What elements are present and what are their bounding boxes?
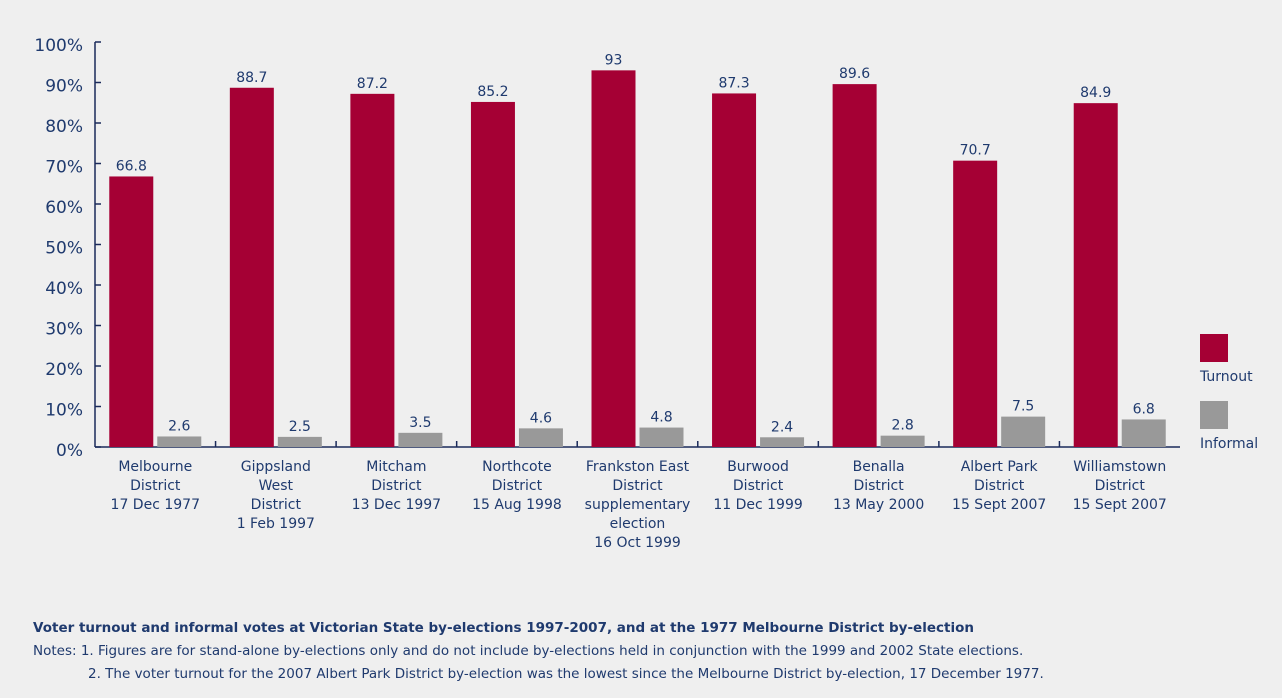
x-tick-label-line: District xyxy=(251,497,302,513)
caption: Voter turnout and informal votes at Vict… xyxy=(33,620,974,636)
x-tick-label-line: Northcote xyxy=(482,459,552,475)
bar xyxy=(712,93,757,447)
x-tick-label-line: 15 Sept 2007 xyxy=(952,497,1046,513)
note: Notes: 1. Figures are for stand-alone by… xyxy=(33,643,1023,659)
x-tick-label-line: 16 Oct 1999 xyxy=(594,535,681,551)
y-tick-label: 40% xyxy=(45,279,83,299)
bar xyxy=(398,432,443,447)
value-label: 2.4 xyxy=(771,419,793,435)
x-tick-label-line: West xyxy=(259,478,294,494)
x-tick-label: Mitcham District 13 Dec 1997 xyxy=(352,459,441,513)
value-label: 70.7 xyxy=(960,143,991,159)
value-label: 4.8 xyxy=(650,410,672,426)
bar xyxy=(1121,419,1166,447)
x-tick-label-line: Benalla xyxy=(853,459,905,475)
bar xyxy=(953,160,998,448)
x-tick-label-line: District xyxy=(492,478,543,494)
x-tick-label-line: Albert Park xyxy=(961,459,1039,475)
bar xyxy=(880,435,925,447)
bar xyxy=(1073,103,1118,447)
bar xyxy=(470,101,515,447)
note: 2. The voter turnout for the 2007 Albert… xyxy=(88,666,1044,682)
legend-label: Informal xyxy=(1200,436,1258,452)
x-tick-label: Frankston East District supplementary elect… xyxy=(585,459,691,551)
x-tick-label-line: 17 Dec 1977 xyxy=(111,497,200,513)
x-tick-label-line: 15 Sept 2007 xyxy=(1073,497,1167,513)
legend-swatch xyxy=(1200,334,1228,362)
y-tick-label: 10% xyxy=(45,401,83,421)
x-tick-label-line: Mitcham xyxy=(366,459,426,475)
x-tick-label-line: 15 Aug 1998 xyxy=(472,497,562,513)
x-tick-label: Burwood District 11 Dec 1999 xyxy=(713,459,802,513)
y-tick-label: 90% xyxy=(45,77,83,97)
y-tick-label: 80% xyxy=(45,117,83,137)
value-label: 3.5 xyxy=(409,415,431,431)
bar xyxy=(229,87,274,447)
bar xyxy=(591,70,636,447)
x-tick-label: Benalla District 13 May 2000 xyxy=(833,459,924,513)
x-tick-label-line: District xyxy=(733,478,784,494)
x-tick-label-line: District xyxy=(1095,478,1146,494)
value-label: 93 xyxy=(605,52,623,68)
value-label: 89.6 xyxy=(839,66,870,82)
bar xyxy=(109,176,154,447)
bar xyxy=(760,437,805,447)
x-tick-label-line: Melbourne xyxy=(118,459,192,475)
value-label: 4.6 xyxy=(530,410,552,426)
value-label: 2.5 xyxy=(289,419,311,435)
x-tick-label-line: supplementary xyxy=(585,497,691,513)
value-label: 85.2 xyxy=(477,84,508,100)
x-tick-label-line: Burwood xyxy=(727,459,789,475)
y-tick-label: 60% xyxy=(45,198,83,218)
x-tick-label: Northcote District 15 Aug 1998 xyxy=(472,459,562,513)
x-tick-label-line: election xyxy=(610,516,666,532)
x-tick-label-line: District xyxy=(974,478,1025,494)
x-tick-label-line: 13 May 2000 xyxy=(833,497,924,513)
x-tick-label-line: District xyxy=(612,478,663,494)
value-label: 88.7 xyxy=(236,70,267,86)
value-label: 2.8 xyxy=(891,418,913,434)
x-tick-label-line: 11 Dec 1999 xyxy=(713,497,802,513)
value-label: 87.2 xyxy=(357,76,388,92)
x-tick-label-line: 13 Dec 1997 xyxy=(352,497,441,513)
x-tick-label-line: District xyxy=(853,478,904,494)
y-tick-label: 50% xyxy=(45,239,83,259)
x-tick-label-line: Gippsland xyxy=(241,459,311,475)
x-tick-label-line: 1 Feb 1997 xyxy=(237,516,315,532)
legend-label: Turnout xyxy=(1199,369,1253,385)
y-tick-label: 70% xyxy=(45,158,83,178)
bar xyxy=(350,93,395,447)
bar xyxy=(639,427,684,447)
value-label: 87.3 xyxy=(718,75,749,91)
value-label: 6.8 xyxy=(1133,401,1155,417)
bar xyxy=(277,436,322,447)
y-tick-label: 0% xyxy=(56,441,83,461)
bar xyxy=(157,436,202,447)
bar xyxy=(518,428,563,447)
legend-swatch xyxy=(1200,401,1228,429)
x-tick-label-line: District xyxy=(130,478,181,494)
bar xyxy=(1001,416,1046,447)
x-tick-label: Gippsland West District 1 Feb 1997 xyxy=(237,459,315,532)
x-tick-label: Williamstown District 15 Sept 2007 xyxy=(1073,459,1167,513)
y-tick-label: 100% xyxy=(34,36,83,56)
value-label: 84.9 xyxy=(1080,85,1111,101)
y-tick-label: 20% xyxy=(45,360,83,380)
bar xyxy=(832,84,877,448)
x-tick-label-line: District xyxy=(371,478,422,494)
value-label: 2.6 xyxy=(168,418,190,434)
value-label: 66.8 xyxy=(116,158,147,174)
x-tick-label: Albert Park District 15 Sept 2007 xyxy=(952,459,1046,513)
y-tick-label: 30% xyxy=(45,320,83,340)
value-label: 7.5 xyxy=(1012,399,1034,415)
x-tick-label: Melbourne District 17 Dec 1977 xyxy=(111,459,200,513)
x-tick-label-line: Frankston East xyxy=(586,459,690,475)
x-tick-label-line: Williamstown xyxy=(1073,459,1166,475)
